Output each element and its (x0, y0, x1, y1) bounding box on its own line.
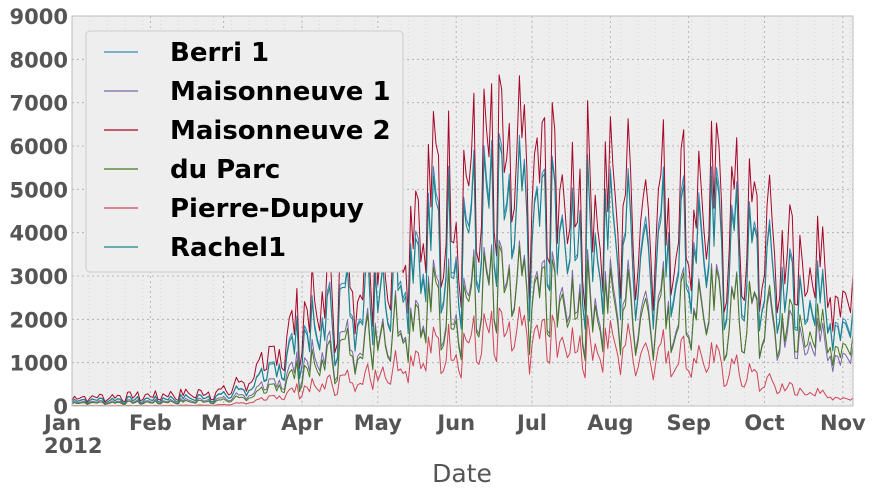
y-tick-label: 1000 (10, 352, 68, 376)
y-tick-label: 6000 (10, 135, 68, 159)
x-tick-label: Sep (667, 411, 711, 435)
series-line-5 (71, 141, 854, 404)
x-tick-label: Jun (435, 411, 475, 435)
x-tick-label: Oct (744, 411, 784, 435)
plot-frame (71, 15, 854, 407)
series-lines (71, 74, 854, 407)
legend-entry-label: Pierre-Dupuy (170, 194, 364, 224)
series-line-2 (71, 74, 854, 403)
y-tick-label: 8000 (10, 48, 68, 72)
x-tick-label: Mar (201, 411, 247, 435)
y-tick-label: 4000 (10, 222, 68, 246)
y-tick-label: 5000 (10, 178, 68, 202)
series-line-4 (71, 306, 854, 407)
y-tick-label: 7000 (10, 92, 68, 116)
legend: Berri 1 Maisonneuve 1 Maisonneuve 2 du Parc… (85, 30, 404, 273)
legend-box (85, 30, 404, 273)
legend-entry-label: Maisonneuve 2 (170, 116, 391, 146)
x-tick-label: Jan (42, 411, 81, 435)
x-tick-sublabel: 2012 (44, 434, 102, 458)
legend-entry-label: Berri 1 (170, 38, 269, 68)
y-tick-label: 9000 (10, 5, 68, 29)
y-tick-label: 3000 (10, 265, 68, 289)
legend-entry-label: du Parc (170, 155, 280, 185)
x-axis-label: Date (432, 459, 492, 488)
x-tick-label: Aug (587, 411, 633, 435)
x-tick-label: Jul (515, 411, 547, 435)
legend-entry-label: Rachel1 (170, 233, 286, 263)
y-axis-ticks: 0 1000 2000 3000 4000 5000 6000 7000 8000 9000 (10, 5, 68, 419)
x-tick-label: Feb (129, 411, 172, 435)
legend-entry-label: Maisonneuve 1 (170, 77, 391, 107)
x-tick-label: Apr (281, 411, 323, 435)
x-tick-label: Nov (820, 411, 866, 435)
y-tick-label: 0 (53, 395, 68, 419)
series-line-3 (71, 244, 854, 405)
x-tick-label: May (354, 411, 402, 435)
y-tick-label: 2000 (10, 308, 68, 332)
